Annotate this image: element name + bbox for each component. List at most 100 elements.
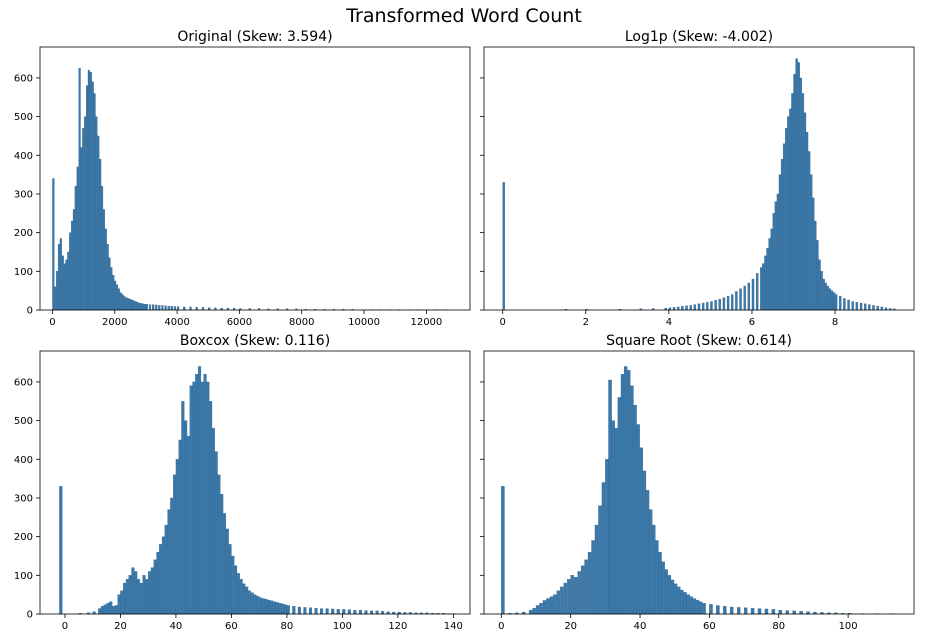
histogram-bar [218, 475, 221, 614]
x-tick-label: 60 [703, 621, 716, 632]
histogram-bar [370, 611, 373, 614]
histogram-bar [145, 579, 148, 614]
histogram-bar [309, 608, 312, 614]
histogram-bar [52, 179, 54, 311]
x-tick-label: 40 [634, 621, 647, 632]
histogram-bar [125, 298, 127, 310]
x-tick-label: 8 [832, 317, 838, 328]
histogram-bar [206, 382, 209, 614]
histogram-bar [702, 303, 704, 310]
histogram-bar [804, 113, 806, 310]
histogram-bar [630, 386, 633, 614]
histogram-bar [751, 608, 754, 614]
axes-frame [40, 351, 470, 614]
histogram-bar [825, 283, 827, 310]
histogram-bar [107, 603, 110, 614]
histogram-bar [179, 440, 182, 614]
x-tick-label: 100 [333, 621, 352, 632]
histogram-bar [758, 609, 761, 614]
histogram-bar [127, 298, 129, 310]
histogram-bar [143, 575, 146, 614]
figure-title: Transformed Word Count [345, 5, 582, 27]
histogram-bar [77, 167, 79, 310]
histogram-bar [79, 68, 81, 310]
subplot-title: Boxcox (Skew: 0.116) [180, 333, 330, 349]
histogram-bar [618, 397, 621, 614]
histogram-bar [794, 74, 796, 310]
axes-frame [484, 351, 914, 614]
histogram-bar [662, 562, 665, 614]
histogram-bar [737, 607, 740, 614]
histogram-bar [748, 283, 750, 310]
histogram-bar [284, 605, 287, 614]
histogram-bar [791, 93, 793, 310]
histogram-bar [833, 293, 835, 310]
histogram-bar [848, 300, 850, 310]
histogram-bar [789, 109, 791, 310]
histogram-bar [190, 386, 193, 614]
histogram-bar [877, 306, 879, 310]
histogram-bar [585, 560, 588, 614]
histogram-bar [683, 592, 686, 614]
histogram-bar [808, 151, 810, 310]
histogram-bar [144, 304, 146, 310]
histogram-bar [777, 194, 779, 310]
histogram-bar [781, 159, 783, 310]
histogram-bar [772, 609, 775, 614]
y-tick-label: 300 [14, 189, 33, 200]
histogram-bar [769, 238, 771, 310]
x-tick-label: 100 [839, 621, 858, 632]
histogram-bar [267, 600, 270, 614]
histogram-bar [760, 267, 762, 310]
histogram-bar [843, 298, 845, 310]
histogram-bar [152, 305, 154, 310]
histogram-bar [226, 529, 229, 614]
histogram-bar [229, 544, 232, 614]
x-tick-label: 120 [388, 621, 407, 632]
histogram-bar [112, 606, 115, 614]
subplot-title: Square Root (Skew: 0.614) [606, 333, 792, 349]
histogram-bar [135, 301, 137, 310]
histogram-bar [365, 611, 368, 614]
histogram-bar [752, 279, 754, 310]
histogram-bar [114, 281, 116, 310]
histogram-bar [173, 475, 176, 614]
histogram-bar [174, 307, 176, 310]
histogram-bar [204, 374, 207, 614]
histogram-bar [196, 307, 198, 310]
histogram-bar [550, 597, 553, 614]
histogram-bar [86, 86, 88, 310]
histogram-bar [184, 421, 187, 614]
histogram-bar [240, 579, 243, 614]
histogram-bar [115, 605, 118, 614]
histogram-bar [73, 209, 75, 310]
histogram-bar [696, 600, 699, 614]
histogram-bar [120, 293, 122, 310]
histogram-bar [567, 579, 570, 614]
histogram-bar [315, 608, 318, 614]
histogram-bar [827, 286, 829, 310]
y-tick-label: 500 [14, 416, 33, 427]
histogram-bar [376, 611, 379, 614]
histogram-bar [256, 596, 259, 614]
histogram-bar [109, 258, 111, 310]
histogram-bar [142, 304, 144, 310]
x-tick-label: 6 [749, 317, 755, 328]
x-tick-label: 0 [62, 621, 68, 632]
histogram-bar [215, 452, 218, 614]
histogram-bar [158, 305, 160, 310]
histogram-bar [839, 296, 841, 310]
histogram-bar [131, 300, 133, 310]
histogram-bar [98, 609, 101, 614]
histogram-bar [646, 490, 649, 614]
histogram-bar [62, 256, 64, 310]
histogram-bar [856, 302, 858, 310]
histogram-bar [95, 117, 97, 310]
histogram-bar [56, 271, 58, 310]
histogram-bar [814, 221, 816, 310]
histogram-bar [680, 590, 683, 614]
histogram-bar [81, 148, 83, 310]
y-tick-label: 200 [14, 228, 33, 239]
x-tick-label: 0 [500, 317, 506, 328]
histogram-bar [637, 424, 640, 614]
